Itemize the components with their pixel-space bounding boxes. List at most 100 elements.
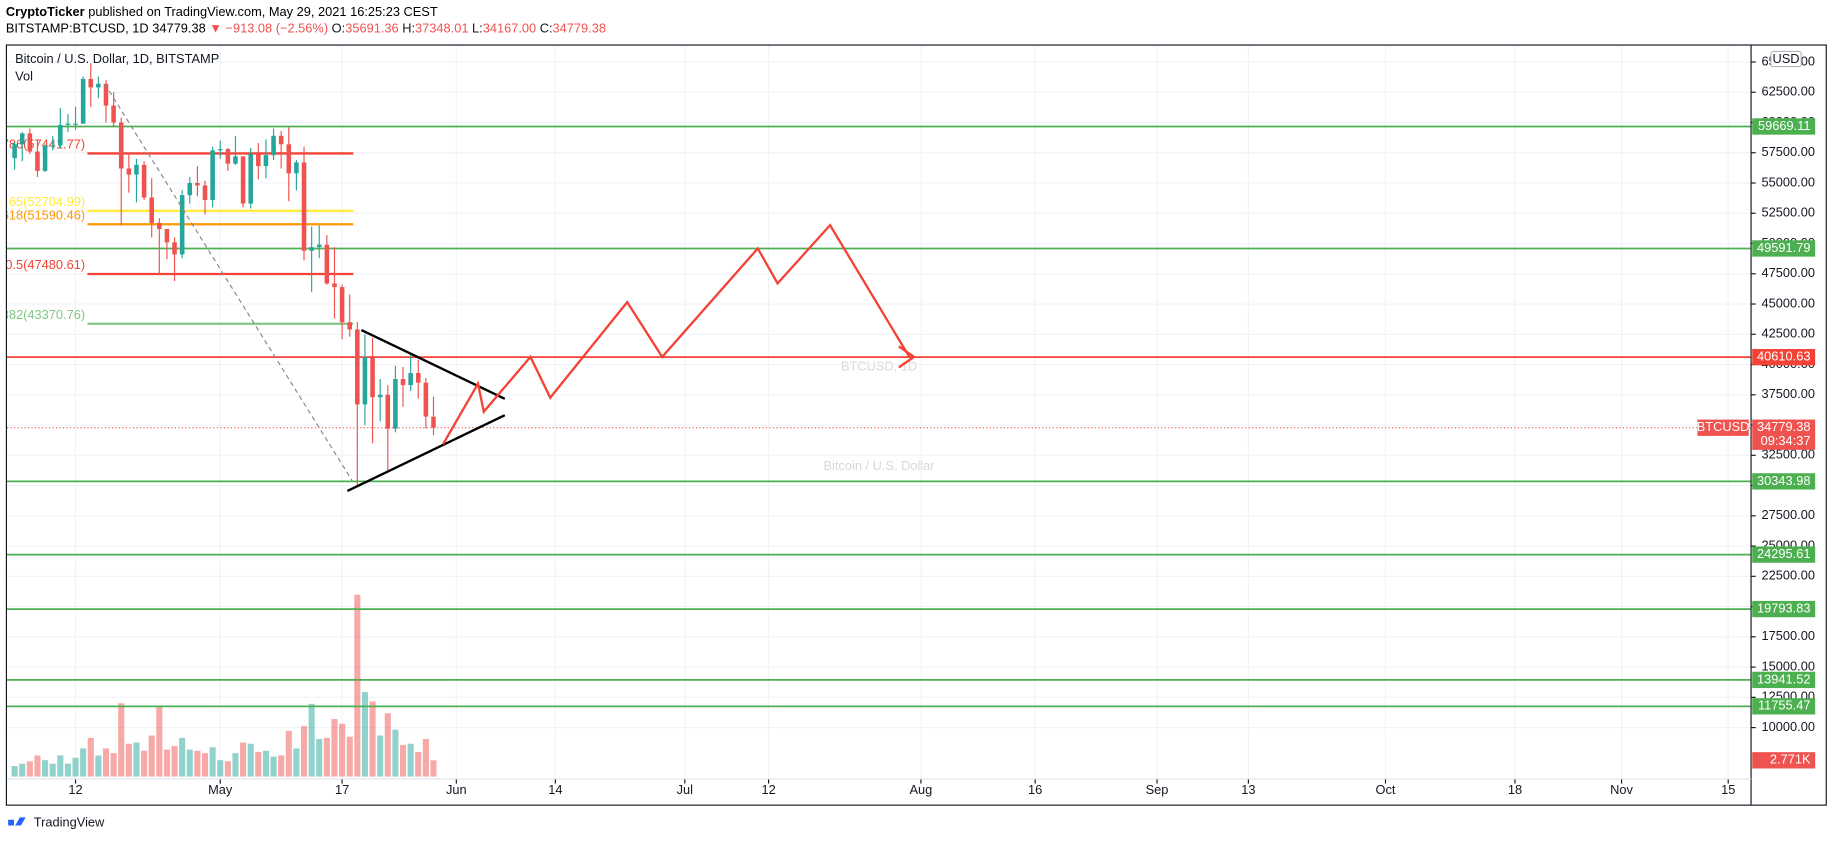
volume-bar: [262, 750, 269, 777]
volume-bar: [110, 753, 117, 777]
candle-body: [103, 83, 109, 106]
candle-body: [96, 83, 101, 88]
candle-body: [50, 145, 55, 147]
candle-body: [385, 394, 391, 429]
volume-bar: [369, 701, 376, 777]
volume-bar: [57, 755, 64, 777]
candle-body: [164, 228, 170, 243]
volume-bar: [118, 703, 125, 777]
volume-bar: [217, 760, 224, 777]
symbol-line: BITSTAMP:BTCUSD, 1D 34779.38 ▼ −913.08 (…: [6, 21, 606, 36]
volume-bar: [194, 750, 201, 777]
fib-label: 0.786(57441.77): [0, 137, 85, 152]
candle-body: [316, 244, 322, 248]
volume-bar: [156, 706, 163, 777]
logo: [8, 817, 26, 826]
candle-body: [431, 416, 436, 428]
projection-path: [442, 223, 911, 445]
volume-bar: [255, 751, 262, 777]
candle-body: [12, 144, 17, 159]
candle-body: [88, 78, 94, 88]
volume-bar: [179, 737, 186, 777]
level-label: 49591.79: [1757, 240, 1810, 255]
volume-bar: [209, 747, 216, 777]
candle-body: [263, 155, 269, 167]
volume-bar: [171, 746, 178, 777]
last-price-bg: [1752, 419, 1816, 450]
volume-bar: [384, 713, 391, 777]
watermark-description: Bitcoin / U.S. Dollar: [823, 458, 935, 473]
volume-bar: [141, 750, 148, 777]
level-label-bg: [1752, 546, 1816, 563]
volume-bar: [72, 757, 79, 777]
ohlc-value: 35691.36: [345, 21, 398, 36]
symbol: BITSTAMP:BTCUSD, 1D: [6, 21, 149, 36]
candle-body: [80, 78, 86, 124]
volume-bar: [240, 742, 247, 777]
price: 34779.38: [152, 21, 205, 36]
y-tick-label: 32500.00: [1762, 447, 1815, 462]
candle-body: [294, 162, 299, 174]
candle-body: [149, 197, 154, 223]
levels: 0.786(57441.77) 0.65(52704.99)0.618(51590…: [0, 125, 1752, 708]
fib-label: 0.618(51590.46): [0, 207, 85, 222]
level-label: 30343.98: [1757, 473, 1810, 488]
candle-body: [126, 168, 132, 175]
ohlc-value: 34779.38: [553, 21, 606, 36]
volume-bar: [316, 739, 323, 777]
projection-arrow: [898, 345, 917, 369]
y-tick-label: 47500.00: [1762, 265, 1815, 280]
volume-title: Vol: [15, 68, 33, 83]
watermark-symbol: BTCUSD, 1D: [841, 359, 917, 374]
drawings: [104, 83, 917, 492]
header-line: CryptoTicker published on TradingView.co…: [6, 4, 438, 19]
currency-bg: [1770, 50, 1802, 68]
ohlc-label: L:: [472, 21, 483, 36]
volume-bar: [186, 749, 193, 777]
candle-body: [278, 135, 284, 145]
candle-body: [27, 133, 33, 152]
y-tick-label: 57500.00: [1762, 144, 1815, 159]
candle-body: [347, 322, 352, 330]
candle-body: [415, 373, 421, 383]
volume-bar: [293, 748, 300, 777]
candle-body: [65, 123, 71, 125]
volume-bar: [148, 735, 155, 777]
y-tick-label: 62500.00: [1762, 84, 1815, 99]
candle-body: [309, 247, 314, 251]
y-tick-label: 37500.00: [1762, 386, 1815, 401]
volume-bar: [95, 755, 102, 777]
volume-bar: [300, 726, 308, 777]
level-label: 13941.52: [1757, 671, 1810, 686]
last-label-bg: [1697, 419, 1749, 436]
x-tick-label: 15: [1721, 782, 1735, 797]
x-tick-label: Jul: [677, 782, 693, 797]
volume-bar: [34, 755, 41, 777]
level-label-bg: [1752, 671, 1816, 689]
fib-label: 0.5(47480.61): [5, 257, 85, 272]
x-tick-label: May: [208, 782, 233, 797]
candle-body: [400, 379, 406, 386]
footer: TradingView: [8, 815, 105, 830]
candle-body: [248, 153, 253, 204]
candle-body: [370, 357, 375, 398]
candle-body: [179, 195, 185, 255]
candle-body: [271, 135, 276, 156]
volume-bar: [247, 743, 254, 777]
volume-bar: [163, 749, 170, 777]
x-tick-label: Jun: [446, 782, 467, 797]
y-tick-label: 10000.00: [1762, 719, 1815, 734]
fib-label: 0.65(52704.99): [0, 194, 85, 209]
volume-bar: [270, 756, 277, 777]
level-label-bg: [1752, 473, 1816, 490]
x-tick-label: 12: [68, 782, 82, 797]
level-label: 24295.61: [1757, 546, 1810, 561]
level-label-bg: [1752, 240, 1816, 257]
level-label: 59669.11: [1758, 118, 1811, 133]
volume-bar: [331, 719, 338, 777]
candle-body: [377, 394, 383, 398]
candle-body: [339, 287, 345, 323]
candle-body: [134, 164, 139, 175]
level-label: 19793.83: [1757, 600, 1810, 615]
